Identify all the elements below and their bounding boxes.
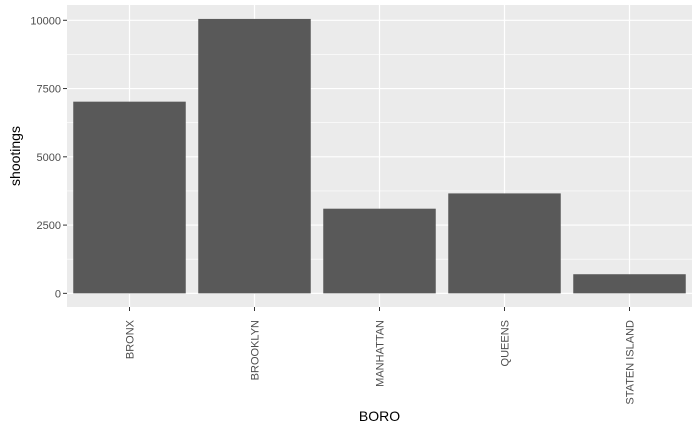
- y-axis-ticks: 0 2500 5000 7500 10000: [30, 15, 67, 300]
- bar-bronx: [73, 101, 186, 294]
- y-tick-label: 5000: [37, 152, 61, 164]
- y-tick-label: 0: [55, 288, 61, 300]
- x-axis-title: BORO: [359, 408, 400, 424]
- x-axis-ticks: BRONX BROOKLYN MANHATTAN QUEENS STATEN ISLAN…: [125, 307, 637, 405]
- y-tick-label: 2500: [37, 220, 61, 232]
- x-tick-label: BROOKLYN: [250, 320, 262, 380]
- y-tick-label: 7500: [37, 84, 61, 96]
- y-tick-label: 10000: [30, 15, 61, 27]
- x-tick-label: MANHATTAN: [375, 320, 387, 387]
- bar-brooklyn: [198, 18, 311, 294]
- y-axis-title: shootings: [7, 126, 23, 186]
- bar-manhattan: [323, 208, 436, 294]
- bar-staten-island: [573, 274, 686, 294]
- x-tick-label: QUEENS: [500, 320, 512, 366]
- x-tick-label: STATEN ISLAND: [625, 320, 637, 405]
- x-tick-label: BRONX: [125, 319, 137, 359]
- bar-queens: [448, 193, 561, 294]
- bars: [73, 18, 686, 294]
